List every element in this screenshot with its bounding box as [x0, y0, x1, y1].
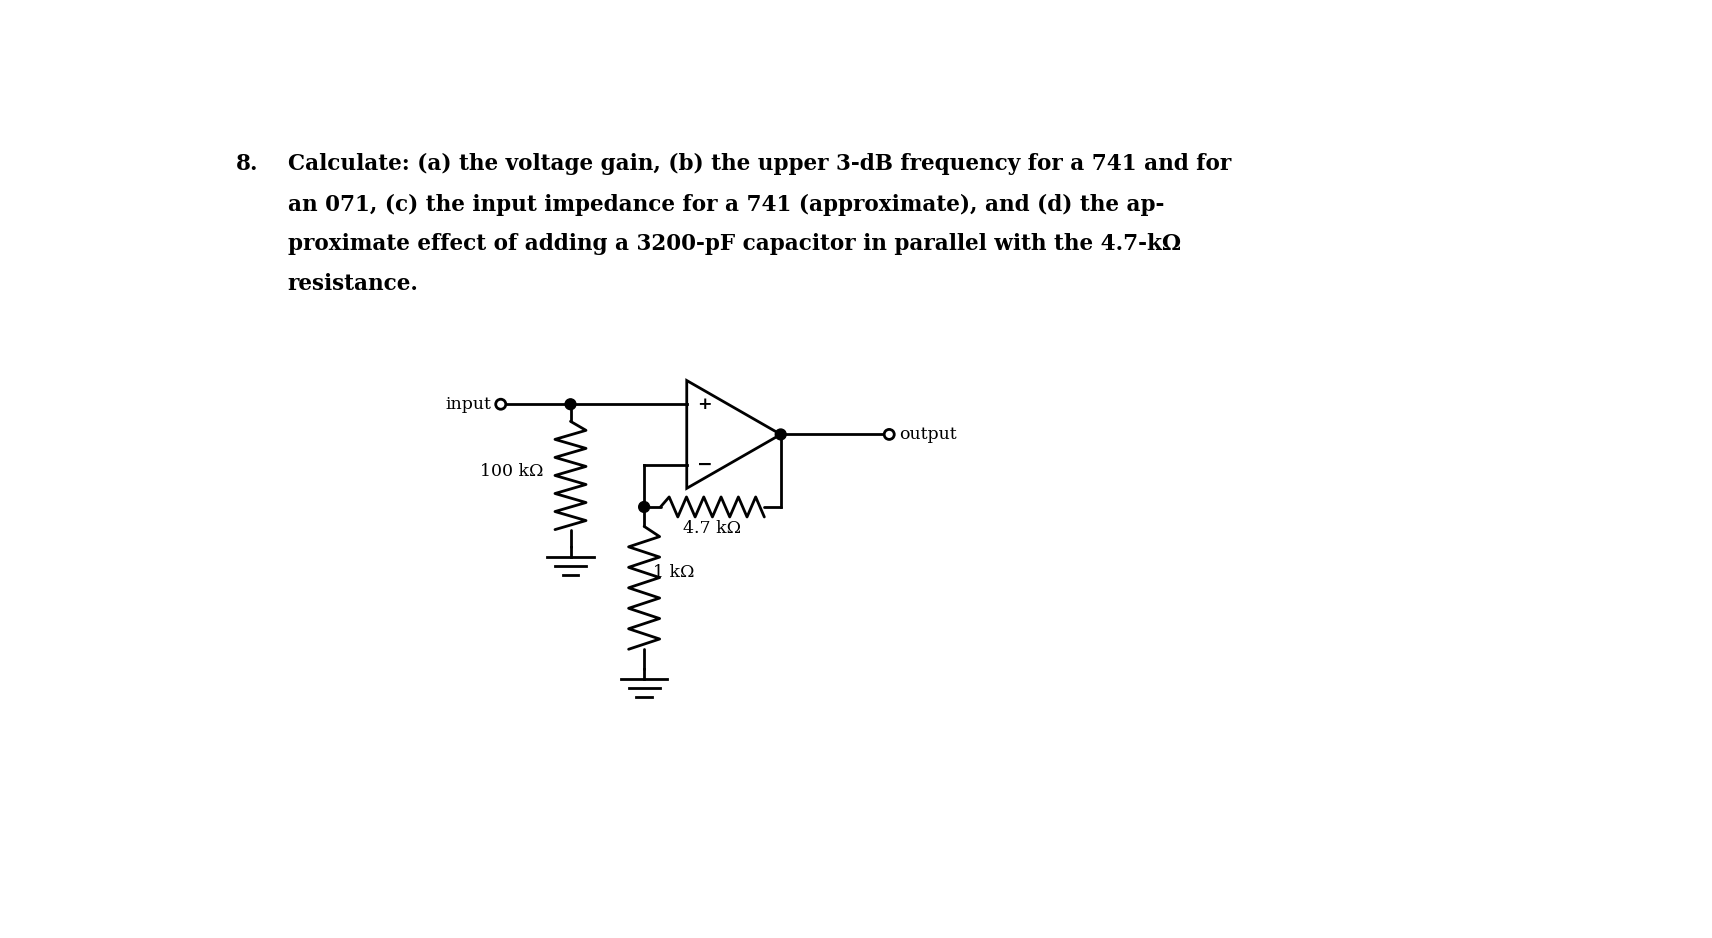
Circle shape [883, 430, 894, 439]
Circle shape [776, 429, 786, 440]
Text: proximate effect of adding a 3200-pF capacitor in parallel with the 4.7-kΩ: proximate effect of adding a 3200-pF cap… [288, 234, 1181, 255]
Text: 8.: 8. [236, 154, 259, 175]
Text: Calculate: (a) the voltage gain, (b) the upper 3-dB frequency for a 741 and for: Calculate: (a) the voltage gain, (b) the… [288, 154, 1231, 175]
Text: +: + [697, 396, 712, 413]
Text: output: output [899, 426, 957, 443]
Circle shape [496, 400, 505, 409]
Text: resistance.: resistance. [288, 274, 418, 295]
Text: 4.7 kΩ: 4.7 kΩ [683, 520, 741, 537]
Text: −: − [697, 456, 712, 474]
Circle shape [565, 399, 575, 410]
Circle shape [639, 502, 649, 512]
Text: 100 kΩ: 100 kΩ [479, 463, 543, 480]
Text: an 071, (c) the input impedance for a 741 (approximate), and (d) the ap-: an 071, (c) the input impedance for a 74… [288, 193, 1164, 216]
Text: input: input [445, 396, 491, 413]
Text: 1 kΩ: 1 kΩ [654, 564, 695, 581]
